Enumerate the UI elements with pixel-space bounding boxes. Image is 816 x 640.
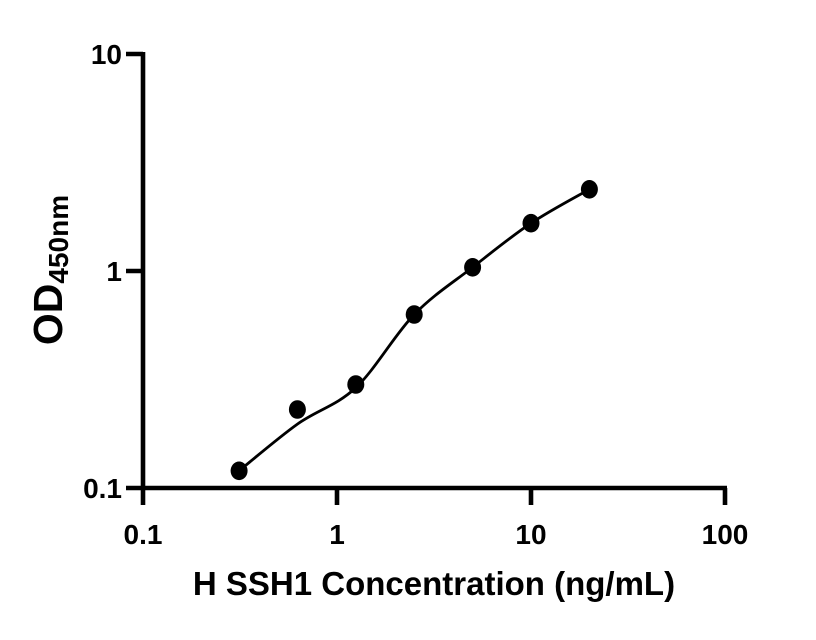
data-point bbox=[522, 213, 540, 233]
data-points bbox=[230, 180, 598, 481]
y-tick-label: 0.1 bbox=[83, 473, 122, 504]
x-tick-label: 100 bbox=[702, 519, 749, 550]
x-tick-label: 1 bbox=[329, 519, 345, 550]
data-point bbox=[230, 461, 248, 481]
axes: 0.1 1 10 100 0.1 1 10 bbox=[83, 39, 748, 550]
x-tick-label: 10 bbox=[515, 519, 546, 550]
data-point bbox=[580, 180, 598, 199]
y-axis-title-subscript: 450nm bbox=[43, 195, 74, 284]
x-tick-label: 0.1 bbox=[124, 519, 163, 550]
y-axis-title: OD450nm bbox=[25, 195, 74, 345]
axis-lines bbox=[140, 52, 727, 491]
data-point bbox=[464, 258, 482, 277]
y-tick-label: 1 bbox=[106, 256, 122, 287]
y-tick-label: 10 bbox=[91, 39, 122, 70]
x-axis-tick-labels: 0.1 1 10 100 bbox=[124, 519, 749, 550]
data-point bbox=[288, 400, 306, 419]
x-axis-ticks bbox=[140, 488, 728, 505]
fit-curve-line bbox=[238, 188, 591, 472]
data-point bbox=[347, 375, 365, 394]
x-axis-title: H SSH1 Concentration (ng/mL) bbox=[193, 565, 675, 602]
data-point bbox=[405, 305, 423, 324]
y-axis-ticks bbox=[126, 51, 143, 491]
y-axis-tick-labels: 0.1 1 10 bbox=[83, 39, 122, 504]
y-axis-title-main: OD bbox=[25, 284, 71, 346]
